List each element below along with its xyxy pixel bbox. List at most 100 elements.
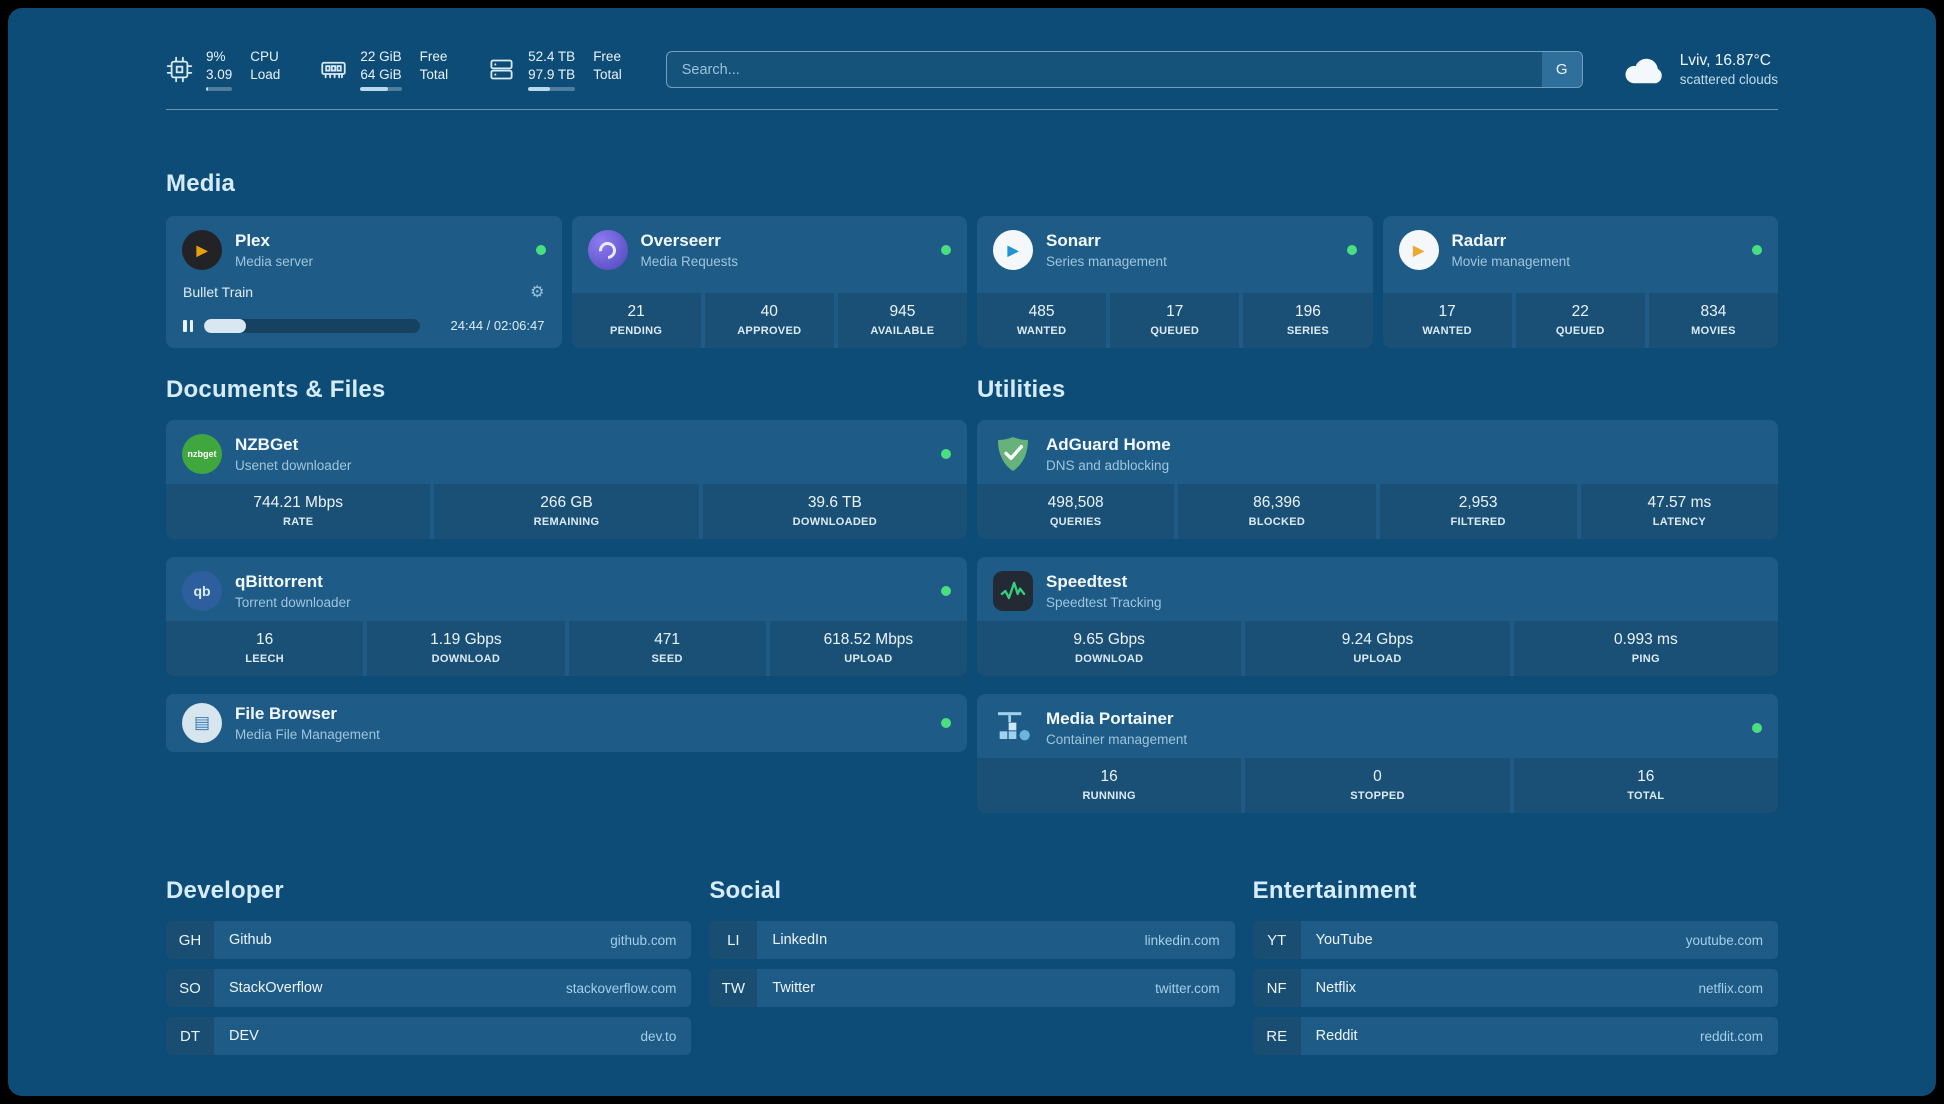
search-provider-button[interactable]: G — [1541, 52, 1582, 88]
bookmark-name: LinkedIn — [772, 932, 828, 949]
memory-total-value: 64 GiB — [360, 66, 402, 82]
service-title: Sonarr — [1046, 231, 1101, 251]
disk-widget: 52.4 TB 97.9 TB Free Total — [488, 48, 622, 92]
service-card-filebrowser[interactable]: ▤ File Browser Media File Management — [166, 694, 967, 753]
memory-total-label: Total — [419, 66, 449, 82]
stat-label: DOWNLOAD — [1074, 653, 1144, 666]
service-title: Radarr — [1451, 231, 1507, 251]
stat-label: UPLOAD — [844, 653, 893, 666]
service-subtitle: Speedtest Tracking — [1046, 595, 1162, 611]
service-subtitle: Media File Management — [235, 727, 380, 743]
bookmark-netflix[interactable]: NF Netflix netflix.com — [1252, 969, 1778, 1008]
search-input[interactable] — [666, 52, 1542, 88]
status-dot — [1752, 723, 1762, 734]
service-card-overseerr[interactable]: Overseerr Media Requests 21 PENDING 40 A… — [571, 216, 967, 349]
status-dot — [535, 245, 546, 256]
stat-value: 16 — [1100, 768, 1118, 786]
disk-icon — [488, 56, 515, 83]
bookmark-stackoverflow[interactable]: SO StackOverflow stackoverflow.com — [166, 969, 692, 1008]
service-card-radarr[interactable]: ▶ Radarr Movie management 17 WANTED — [1382, 216, 1778, 349]
memory-icon — [320, 56, 347, 83]
stat-label: REMAINING — [533, 516, 600, 529]
sonarr-icon: ▶ — [993, 230, 1033, 271]
bookmark-reddit[interactable]: RE Reddit reddit.com — [1252, 1017, 1778, 1056]
stat-value: 47.57 ms — [1647, 494, 1712, 512]
stat-value: 2,953 — [1458, 494, 1498, 512]
service-subtitle: Usenet downloader — [235, 458, 352, 474]
service-card-sonarr[interactable]: ▶ Sonarr Series management 485 WANTED — [977, 216, 1373, 349]
plex-icon: ▶ — [182, 230, 222, 271]
stat-value: 22 — [1571, 303, 1589, 321]
bookmark-url: netflix.com — [1698, 980, 1763, 996]
section-title-social: Social — [709, 877, 782, 905]
status-dot — [941, 245, 951, 256]
bookmark-url: github.com — [610, 932, 677, 948]
bookmark-github[interactable]: GH Github github.com — [166, 921, 692, 960]
stat-wanted: 485 WANTED — [977, 293, 1107, 349]
stat-label: MOVIES — [1691, 325, 1736, 338]
service-card-qbittorrent[interactable]: qb qBittorrent Torrent downloader 16 LEE… — [166, 557, 967, 677]
bookmark-twitter[interactable]: TW Twitter twitter.com — [709, 969, 1235, 1008]
weather-condition: scattered clouds — [1679, 72, 1778, 88]
stat-total: 16 TOTAL — [1513, 758, 1778, 814]
stat-value: 16 — [256, 631, 274, 649]
playback-progress-bar[interactable] — [204, 318, 420, 333]
stat-blocked: 86,396 BLOCKED — [1178, 484, 1376, 540]
radarr-icon: ▶ — [1398, 230, 1439, 271]
stat-label: BLOCKED — [1248, 516, 1306, 529]
memory-usage-bar — [360, 87, 402, 92]
stat-label: DOWNLOAD — [431, 653, 501, 666]
stat-label: LATENCY — [1652, 516, 1706, 529]
resource-widgets: 9% 3.09 CPU Load — [166, 48, 622, 92]
bookmark-abbr: LI — [709, 921, 758, 960]
stat-filtered: 2,953 FILTERED — [1379, 484, 1577, 540]
now-playing-title: Bullet Train — [183, 284, 254, 301]
search-bar: G — [665, 51, 1583, 89]
bookmark-linkedin[interactable]: LI LinkedIn linkedin.com — [709, 921, 1235, 960]
weather-location: Lviv, 16.87°C — [1679, 52, 1771, 70]
bookmark-url: stackoverflow.com — [566, 980, 677, 996]
playback-time: 24:44 / 02:06:47 — [450, 318, 545, 334]
stat-value: 834 — [1700, 303, 1727, 321]
bookmark-name: YouTube — [1315, 932, 1373, 949]
stat-available: 945 AVAILABLE — [837, 293, 967, 349]
memory-widget: 22 GiB 64 GiB Free Total — [320, 48, 449, 92]
cpu-label: CPU — [250, 49, 279, 64]
bookmark-url: dev.to — [640, 1028, 677, 1044]
stat-label: SERIES — [1286, 325, 1329, 338]
service-card-adguard[interactable]: AdGuard Home DNS and adblocking 498,508 … — [977, 420, 1778, 540]
stat-label: APPROVED — [737, 325, 802, 338]
cpu-usage-value: 9% — [206, 49, 226, 64]
status-dot — [1752, 245, 1762, 256]
stat-running: 16 RUNNING — [977, 758, 1242, 814]
stat-value: 16 — [1637, 768, 1655, 786]
stat-value: 485 — [1028, 303, 1055, 321]
cpu-icon — [166, 56, 193, 83]
stat-value: 196 — [1294, 303, 1321, 321]
cpu-load-value: 3.09 — [206, 66, 233, 82]
bookmark-name: Reddit — [1315, 1028, 1358, 1045]
cpu-widget: 9% 3.09 CPU Load — [166, 48, 280, 92]
stat-label: UPLOAD — [1353, 653, 1402, 666]
service-card-plex[interactable]: ▶ Plex Media server Bullet Train ⚙ — [166, 216, 562, 349]
pause-icon[interactable] — [183, 319, 193, 332]
header-divider — [166, 109, 1778, 111]
gear-icon[interactable]: ⚙ — [530, 284, 545, 302]
bookmark-url: linkedin.com — [1144, 932, 1220, 948]
service-title: Speedtest — [1046, 572, 1128, 592]
portainer-icon — [993, 708, 1033, 748]
bookmark-name: Github — [229, 932, 272, 949]
stat-upload: 618.52 Mbps UPLOAD — [769, 621, 967, 677]
stat-download: 9.65 Gbps DOWNLOAD — [977, 621, 1242, 677]
service-card-speedtest[interactable]: Speedtest Speedtest Tracking 9.65 Gbps D… — [977, 557, 1778, 677]
bookmark-url: twitter.com — [1155, 980, 1220, 996]
service-card-nzbget[interactable]: nzbget NZBGet Usenet downloader 744.21 M… — [166, 420, 967, 540]
qbittorrent-icon: qb — [182, 571, 222, 612]
bookmark-youtube[interactable]: YT YouTube youtube.com — [1252, 921, 1778, 960]
bookmark-abbr: DT — [166, 1017, 214, 1056]
stat-label: QUEUED — [1150, 325, 1200, 338]
bookmark-dev[interactable]: DT DEV dev.to — [166, 1017, 692, 1056]
stat-remaining: 266 GB REMAINING — [434, 484, 699, 540]
service-card-portainer[interactable]: Media Portainer Container management 16 … — [977, 694, 1778, 814]
nzbget-icon: nzbget — [182, 434, 222, 475]
